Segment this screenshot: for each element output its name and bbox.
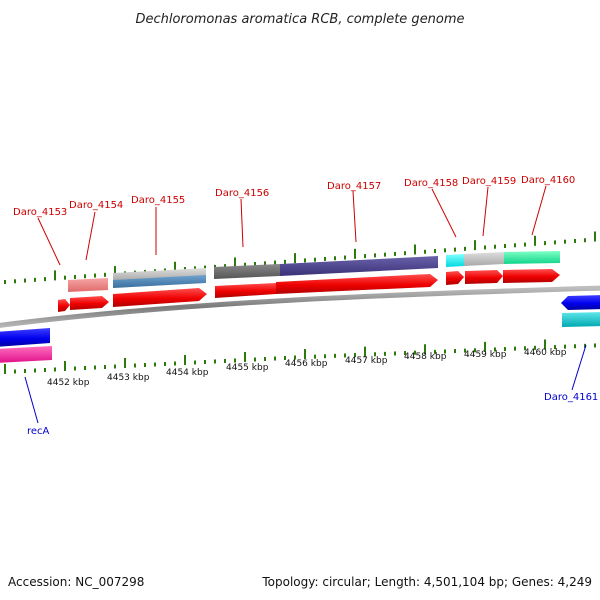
gene-labels: Daro_4153 Daro_4154 Daro_4155 Daro_4156 … bbox=[13, 175, 598, 437]
feature-daro-4160[interactable] bbox=[504, 251, 560, 264]
tick-label: 4452 kbp bbox=[47, 378, 90, 388]
tick-labels: 4452 kbp 4453 kbp 4454 kbp 4455 kbp 4456… bbox=[47, 348, 567, 388]
leader-line bbox=[482, 186, 489, 237]
feature-daro-4156[interactable] bbox=[214, 264, 280, 279]
feature-daro-4157[interactable] bbox=[280, 256, 438, 276]
cds-daro-4156[interactable] bbox=[215, 283, 276, 298]
tick-label: 4458 kbp bbox=[404, 352, 447, 362]
feature-daro-4154[interactable] bbox=[68, 278, 108, 292]
genome-backbone bbox=[0, 285, 600, 328]
accession-text: Accession: NC_007298 bbox=[8, 575, 144, 589]
cds-daro-4155[interactable] bbox=[113, 288, 207, 307]
gene-label-daro-4154[interactable]: Daro_4154 bbox=[69, 200, 123, 211]
cds-daro-4153[interactable] bbox=[58, 299, 70, 312]
tick-label: 4453 kbp bbox=[107, 373, 150, 383]
leader-line bbox=[431, 188, 457, 238]
gene-label-reca[interactable]: recA bbox=[27, 426, 50, 437]
feature-daro-4159[interactable] bbox=[464, 252, 504, 266]
cds-daro-4158[interactable] bbox=[446, 271, 464, 285]
map-title: Dechloromonas aromatica RCB, complete ge… bbox=[135, 12, 464, 27]
cds-daro-4157[interactable] bbox=[276, 274, 438, 294]
leader-line bbox=[85, 211, 96, 261]
leader-line bbox=[37, 217, 61, 266]
gene-label-daro-4153[interactable]: Daro_4153 bbox=[13, 207, 67, 218]
cds-daro-4159[interactable] bbox=[465, 270, 503, 284]
forward-cds-track bbox=[58, 269, 560, 312]
tick-label: 4455 kbp bbox=[226, 363, 269, 373]
feature-reca[interactable] bbox=[0, 346, 52, 363]
feature-daro-4161[interactable] bbox=[562, 312, 600, 327]
feature-daro-4155-steel[interactable] bbox=[113, 275, 206, 288]
lower-tick-row bbox=[4, 339, 596, 374]
tick-label: 4457 kbp bbox=[345, 356, 388, 366]
gene-label-daro-4160[interactable]: Daro_4160 bbox=[521, 175, 575, 186]
tick-label: 4454 kbp bbox=[166, 368, 209, 378]
genome-summary-text: Topology: circular; Length: 4,501,104 bp… bbox=[261, 575, 592, 589]
tick-label: 4460 kbp bbox=[524, 348, 567, 358]
cds-daro-4160[interactable] bbox=[503, 269, 560, 283]
leader-line bbox=[240, 198, 244, 248]
cds-reca[interactable] bbox=[0, 328, 50, 347]
gene-label-daro-4155[interactable]: Daro_4155 bbox=[131, 195, 185, 206]
cds-daro-4161[interactable] bbox=[561, 295, 600, 310]
gene-label-daro-4157[interactable]: Daro_4157 bbox=[327, 181, 381, 192]
leader-line bbox=[571, 344, 587, 391]
gene-label-daro-4159[interactable]: Daro_4159 bbox=[462, 176, 516, 187]
gene-label-daro-4161[interactable]: Daro_4161 bbox=[544, 392, 598, 403]
feature-daro-4158[interactable] bbox=[446, 254, 464, 267]
tick-label: 4456 kbp bbox=[285, 359, 328, 369]
reverse-feature-track bbox=[0, 312, 600, 363]
leader-line bbox=[352, 190, 357, 243]
feature-track bbox=[68, 251, 560, 292]
tick-label: 4459 kbp bbox=[464, 350, 507, 360]
feature-daro-4155-silver[interactable] bbox=[113, 268, 206, 281]
gene-label-daro-4156[interactable]: Daro_4156 bbox=[215, 188, 269, 199]
cds-daro-4154[interactable] bbox=[70, 296, 109, 310]
reverse-cds-track bbox=[0, 295, 600, 347]
leader-line bbox=[531, 185, 547, 236]
gene-label-daro-4158[interactable]: Daro_4158 bbox=[404, 178, 458, 189]
leader-line bbox=[24, 376, 39, 424]
